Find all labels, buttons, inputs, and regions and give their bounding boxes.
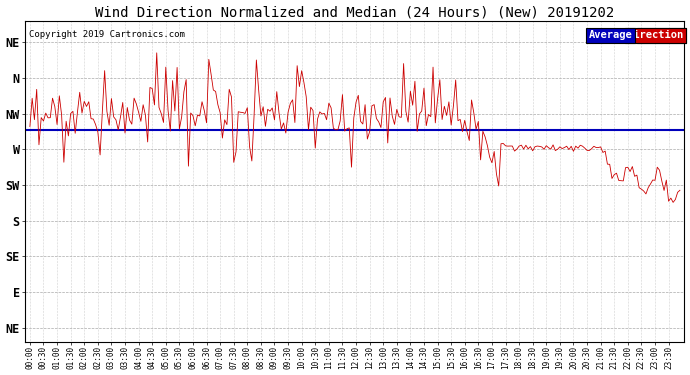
Title: Wind Direction Normalized and Median (24 Hours) (New) 20191202: Wind Direction Normalized and Median (24… [95,6,615,20]
Text: Direction: Direction [627,30,684,40]
Text: Average: Average [640,30,683,40]
Text: Copyright 2019 Cartronics.com: Copyright 2019 Cartronics.com [29,30,184,39]
Text: Average: Average [589,30,633,40]
